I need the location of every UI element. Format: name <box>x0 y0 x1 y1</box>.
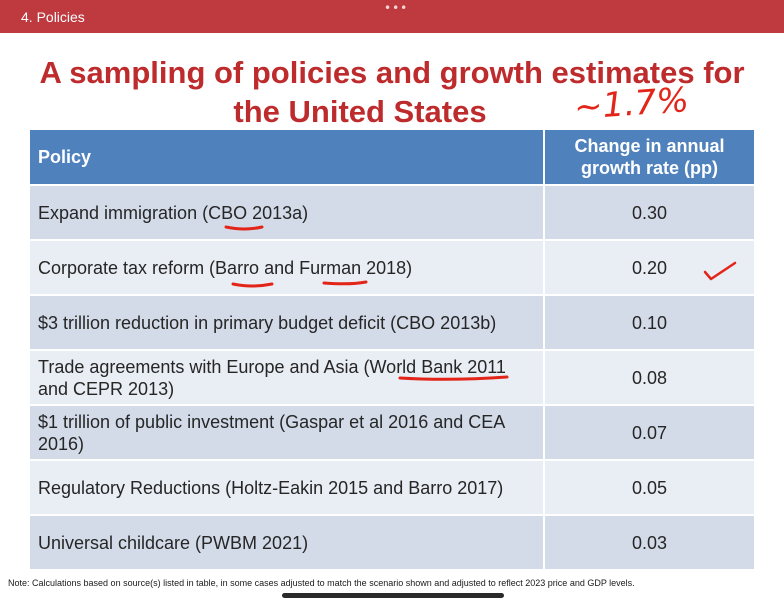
policy-table: Policy Change in annual growth rate (pp)… <box>30 130 756 569</box>
title-line-1: A sampling of policies and growth estima… <box>39 55 745 90</box>
column-header-policy: Policy <box>30 130 545 185</box>
table-row: Expand immigration (CBO 2013a) 0.30 <box>30 184 756 240</box>
value-cell: 0.07 <box>544 404 756 460</box>
value-cell: 0.30 <box>544 184 756 240</box>
value-cell: 0.08 <box>544 349 756 405</box>
column-header-growth: Change in annual growth rate (pp) <box>544 130 756 185</box>
table-row: Regulatory Reductions (Holtz-Eakin 2015 … <box>30 459 756 515</box>
horizontal-scrollbar[interactable] <box>282 593 504 598</box>
policy-cell: Regulatory Reductions (Holtz-Eakin 2015 … <box>30 459 545 515</box>
policy-cell: $3 trillion reduction in primary budget … <box>30 294 545 350</box>
top-bar: 4. Policies ••• <box>0 0 784 33</box>
policy-cell: Corporate tax reform (Barro and Furman 2… <box>30 239 545 295</box>
title-line-2: the United States <box>233 94 487 129</box>
policy-cell: $1 trillion of public investment (Gaspar… <box>30 404 545 460</box>
slide-title: A sampling of policies and growth estima… <box>0 53 784 131</box>
more-dots-icon[interactable]: ••• <box>384 1 409 15</box>
value-cell: 0.20 <box>544 239 756 295</box>
value-cell: 0.10 <box>544 294 756 350</box>
policy-cell: Trade agreements with Europe and Asia (W… <box>30 349 545 405</box>
handwritten-note: ~1.7% <box>572 80 691 128</box>
table-row: Universal childcare (PWBM 2021) 0.03 <box>30 514 756 569</box>
policy-cell: Universal childcare (PWBM 2021) <box>30 514 545 569</box>
footnote: Note: Calculations based on source(s) li… <box>8 578 635 588</box>
table-row: $3 trillion reduction in primary budget … <box>30 294 756 350</box>
value-cell: 0.05 <box>544 459 756 515</box>
policy-cell: Expand immigration (CBO 2013a) <box>30 184 545 240</box>
table-header-row: Policy Change in annual growth rate (pp) <box>30 130 756 185</box>
value-cell: 0.03 <box>544 514 756 569</box>
breadcrumb[interactable]: 4. Policies <box>21 9 85 25</box>
table-row: Corporate tax reform (Barro and Furman 2… <box>30 239 756 295</box>
table-row: Trade agreements with Europe and Asia (W… <box>30 349 756 405</box>
table-row: $1 trillion of public investment (Gaspar… <box>30 404 756 460</box>
